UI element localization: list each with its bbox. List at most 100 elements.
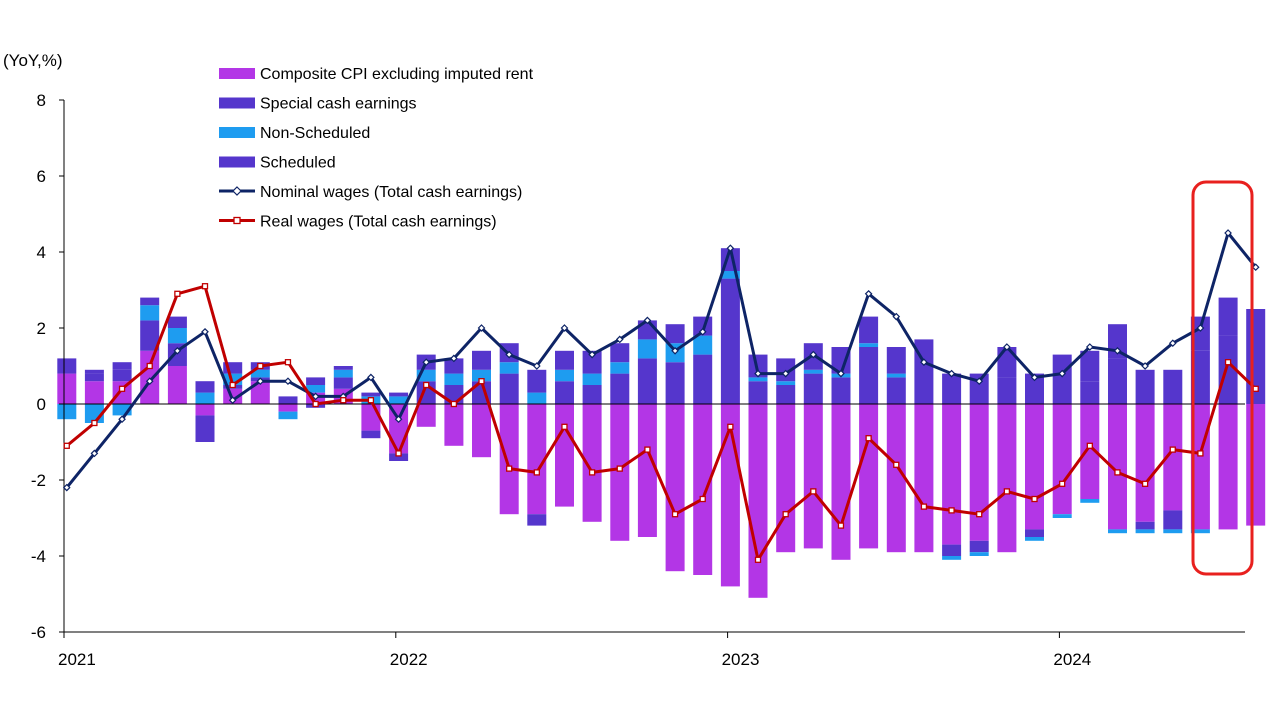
- bar-1-27: [803, 404, 823, 549]
- legend-marker: [233, 216, 241, 225]
- bar-4-9: [306, 377, 326, 385]
- bar-4-12: [389, 392, 409, 397]
- bar-3-36: [1052, 514, 1072, 518]
- line-2-point: [312, 400, 319, 408]
- bar-2-3: [140, 320, 160, 351]
- bar-2-39: [1135, 521, 1155, 530]
- bar-1-40: [1163, 404, 1183, 511]
- line-1-point: [477, 324, 486, 332]
- legend-label: Real wages (Total cash earnings): [260, 214, 497, 231]
- y-tick-label: 0: [37, 395, 46, 414]
- bar-4-0: [57, 358, 77, 366]
- line-1-point: [726, 244, 735, 253]
- line-2-point: [865, 435, 872, 442]
- bar-4-40: [1163, 369, 1183, 404]
- bar-1-30: [886, 404, 906, 553]
- bar-2-34: [997, 377, 1017, 404]
- line-2-point: [1252, 385, 1259, 392]
- bar-1-13: [416, 404, 436, 427]
- bar-2-36: [1052, 385, 1072, 404]
- y-tick-label: -6: [31, 623, 46, 642]
- bar-2-23: [693, 354, 713, 404]
- line-1-point: [698, 327, 707, 336]
- bar-3-24: [720, 271, 740, 279]
- line-1-point: [754, 369, 762, 378]
- line-2-point: [561, 423, 568, 430]
- line-2: [65, 284, 1257, 562]
- bar-4-2: [112, 362, 132, 370]
- line-2-point: [1169, 446, 1176, 453]
- bar-3-18: [555, 369, 574, 382]
- bar-2-5: [195, 415, 215, 442]
- bar-3-37: [1080, 499, 1100, 503]
- line-1-point: [1085, 343, 1094, 351]
- bar-4-17: [527, 369, 547, 393]
- bar-1-26: [776, 404, 796, 553]
- line-2-point: [533, 469, 540, 476]
- line-2-point: [450, 400, 458, 408]
- bar-3-23: [693, 335, 713, 355]
- bar-3-20: [610, 362, 630, 374]
- bar-1-43: [1246, 404, 1266, 526]
- bar-2-11: [361, 430, 381, 439]
- bar-4-39: [1135, 369, 1155, 404]
- bar-3-0: [57, 404, 77, 420]
- bar-3-27: [803, 369, 823, 374]
- legend-label: Scheduled: [260, 155, 336, 172]
- line-2-point: [395, 450, 402, 457]
- bar-3-10: [333, 369, 353, 378]
- bar-2-29: [859, 347, 879, 404]
- line-2-point: [174, 290, 181, 297]
- legend-label: Composite CPI excluding imputed rent: [260, 66, 534, 83]
- line-2-point: [423, 381, 430, 389]
- bar-4-3: [140, 297, 160, 306]
- line-2-point: [810, 488, 817, 495]
- line-1-point: [1030, 373, 1039, 382]
- line-2-point: [754, 556, 762, 563]
- line-1-point: [671, 346, 679, 355]
- line-1-point: [781, 369, 790, 378]
- bar-3-4: [167, 328, 187, 344]
- bar-4-8: [278, 396, 298, 404]
- line-1-point: [1168, 339, 1177, 348]
- lines-layer: [62, 229, 1260, 563]
- y-tick-label: 2: [37, 319, 46, 338]
- bar-2-30: [886, 377, 906, 404]
- legend-swatch: [219, 68, 255, 79]
- line-1-point: [118, 415, 126, 424]
- bar-2-43: [1246, 347, 1266, 404]
- line-1-point: [505, 350, 514, 359]
- line-1-point: [643, 316, 652, 325]
- line-1-point: [284, 377, 292, 386]
- bar-2-1: [84, 373, 104, 382]
- bar-4-15: [472, 350, 491, 370]
- line-1-point: [1003, 343, 1011, 351]
- bar-4-30: [886, 347, 906, 374]
- line-2-point: [118, 385, 126, 392]
- bar-4-22: [665, 324, 685, 344]
- bar-2-26: [776, 385, 796, 404]
- bar-2-42: [1218, 335, 1238, 404]
- legend-swatch: [219, 97, 255, 109]
- line-1-point: [837, 369, 845, 378]
- x-tick-label: 2021: [58, 650, 96, 669]
- bar-1-38: [1108, 404, 1127, 530]
- bar-3-6: [223, 373, 243, 385]
- line-2-point: [1003, 488, 1011, 495]
- bar-2-40: [1163, 510, 1183, 530]
- bar-3-15: [472, 369, 491, 382]
- line-1-point: [173, 346, 182, 355]
- bar-1-28: [831, 404, 851, 560]
- bar-1-23: [693, 404, 713, 575]
- line-2-point: [1224, 359, 1232, 366]
- line-2-point: [1059, 480, 1066, 487]
- bar-1-25: [748, 404, 768, 598]
- bar-4-19: [582, 350, 602, 374]
- bar-2-12: [389, 453, 409, 461]
- line-1-point: [394, 415, 403, 424]
- line-1-point: [532, 362, 541, 370]
- bar-1-37: [1080, 404, 1100, 499]
- bar-3-5: [195, 392, 215, 404]
- bar-4-43: [1246, 309, 1266, 347]
- bar-2-19: [582, 385, 602, 404]
